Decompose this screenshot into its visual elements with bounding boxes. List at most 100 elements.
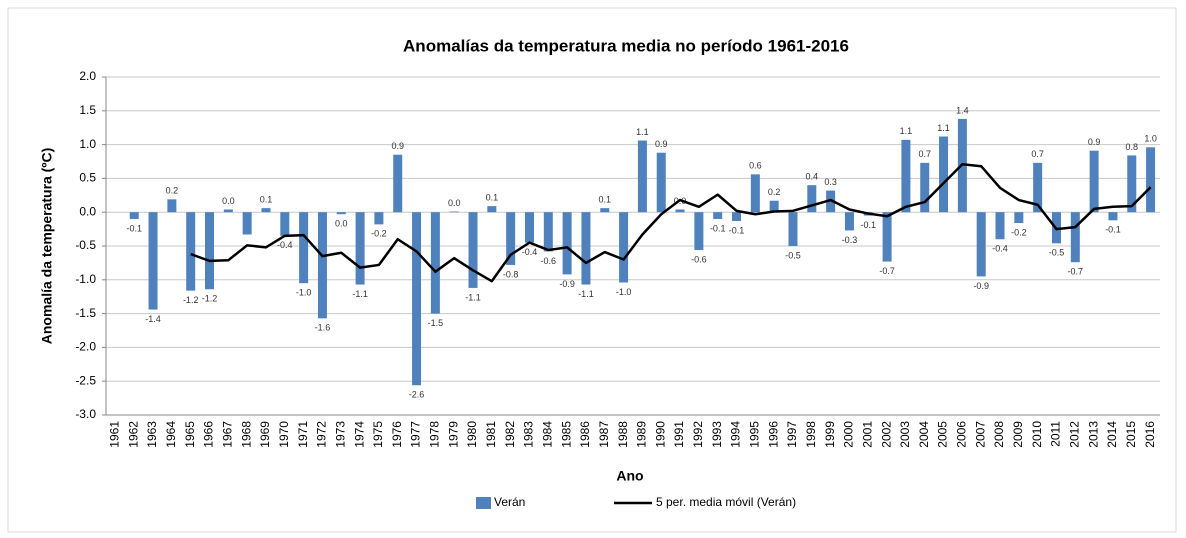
bar (524, 212, 534, 243)
data-label: -0.7 (879, 266, 895, 276)
bar (1070, 212, 1080, 263)
x-tick-label: 2005 (936, 421, 950, 448)
data-label: -1.1 (578, 289, 594, 299)
bar (1014, 212, 1024, 224)
bar (261, 208, 271, 213)
x-axis-title: Ano (616, 468, 643, 484)
y-axis-title: Anomalía da temperatura (ºC) (39, 148, 55, 345)
y-tick-label: -3.0 (75, 407, 96, 421)
x-tick-label: 1968 (239, 421, 253, 448)
bar (412, 212, 422, 386)
chart-frame (7, 7, 1177, 533)
legend-swatch (476, 497, 491, 509)
data-label: -1.1 (352, 289, 368, 299)
data-label: 0.9 (1088, 137, 1101, 147)
x-tick-label: 1973 (333, 421, 347, 448)
x-tick-label: 1988 (616, 421, 630, 448)
bar (1089, 150, 1099, 213)
x-tick-label: 1965 (183, 421, 197, 448)
data-label: 0.0 (222, 196, 235, 206)
x-tick-label: 1963 (145, 421, 159, 448)
bar (656, 152, 666, 213)
data-label: -1.0 (616, 287, 632, 297)
x-tick-label: 2016 (1143, 421, 1157, 448)
x-tick-label: 2006 (955, 421, 969, 448)
y-tick-label: 0.0 (79, 204, 96, 218)
bar (468, 212, 478, 288)
bar (581, 212, 591, 285)
x-tick-label: 1982 (503, 421, 517, 448)
x-tick-label: 1991 (672, 421, 686, 448)
bar (995, 212, 1005, 240)
y-tick-label: 2.0 (79, 69, 96, 83)
bar (939, 136, 949, 213)
bar (788, 212, 798, 246)
bar (920, 162, 930, 213)
bar (393, 154, 403, 213)
x-tick-label: 1970 (277, 421, 291, 448)
data-label: -0.4 (522, 247, 538, 257)
x-tick-label: 1974 (352, 421, 366, 448)
data-label: -1.4 (145, 314, 161, 324)
x-tick-label: 2008 (992, 421, 1006, 448)
data-label: -0.1 (710, 223, 726, 233)
bar (976, 212, 986, 277)
bar (374, 212, 384, 225)
data-label: -0.9 (973, 281, 989, 291)
data-label: -1.1 (465, 292, 481, 302)
x-tick-label: 2007 (973, 421, 987, 448)
x-tick-label: 1964 (164, 421, 178, 448)
bar (732, 212, 742, 221)
x-tick-label: 2001 (860, 421, 874, 448)
bar (336, 212, 346, 215)
x-tick-label: 1992 (691, 421, 705, 448)
x-tick-label: 2003 (898, 421, 912, 448)
x-tick-label: 1995 (748, 421, 762, 448)
data-label: -1.6 (315, 323, 331, 333)
x-tick-label: 2000 (842, 421, 856, 448)
data-label: -0.1 (1105, 225, 1121, 235)
data-label: -1.0 (296, 288, 312, 298)
x-tick-label: 1985 (559, 421, 573, 448)
x-tick-label: 2004 (917, 421, 931, 448)
x-tick-label: 1981 (484, 421, 498, 448)
x-tick-label: 1990 (653, 421, 667, 448)
bar (600, 208, 610, 213)
y-tick-label: -1.0 (75, 272, 96, 286)
bar (713, 212, 723, 219)
x-tick-label: 1977 (409, 421, 423, 448)
bar (299, 212, 309, 284)
x-tick-label: 2002 (879, 421, 893, 448)
chart-title: Anomalías da temperatura media no períod… (403, 36, 849, 55)
data-label: -0.7 (1068, 267, 1084, 277)
y-tick-label: -1.5 (75, 306, 96, 320)
x-tick-label: 1986 (578, 421, 592, 448)
bar (637, 140, 647, 213)
data-label: -0.4 (277, 240, 293, 250)
data-label: -0.2 (1011, 227, 1027, 237)
data-label: 0.1 (599, 195, 612, 205)
y-tick-label: -2.0 (75, 340, 96, 354)
x-tick-label: 2009 (1011, 421, 1025, 448)
data-label: 1.1 (636, 127, 649, 137)
bar (619, 212, 629, 283)
bar (280, 212, 290, 236)
data-label: -0.6 (691, 254, 707, 264)
bar (506, 212, 516, 265)
x-tick-label: 1978 (428, 421, 442, 448)
bar (562, 212, 572, 275)
bar (205, 212, 215, 290)
x-tick-label: 1999 (823, 421, 837, 448)
bar (807, 185, 817, 213)
data-label: 0.3 (824, 177, 837, 187)
bar (449, 211, 459, 213)
data-label: -2.6 (409, 390, 425, 400)
data-label: 0.7 (1031, 149, 1044, 159)
bar (750, 174, 760, 213)
x-tick-label: 2011 (1049, 421, 1063, 447)
bar (694, 212, 704, 251)
bar (1033, 162, 1043, 213)
y-tick-label: 0.5 (79, 171, 96, 185)
